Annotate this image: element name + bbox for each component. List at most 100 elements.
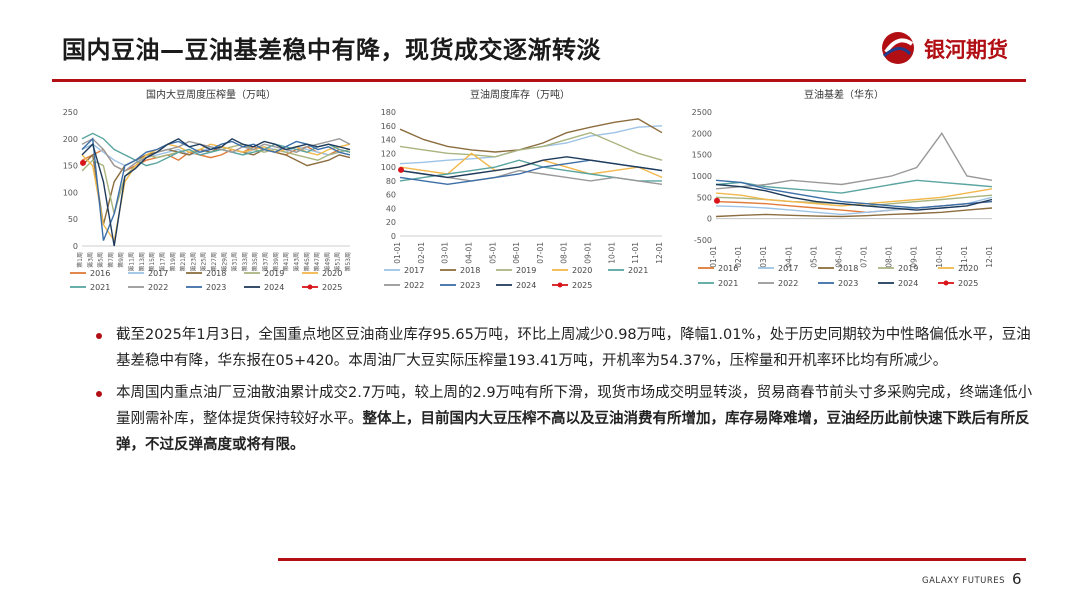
y-tick-label: 80 xyxy=(386,177,396,186)
legend-marker xyxy=(943,280,949,286)
x-tick-label: 04-01 xyxy=(784,246,793,268)
x-tick-label: 10-01 xyxy=(607,242,616,264)
series-line-2023 xyxy=(715,179,993,209)
y-tick-label: 60 xyxy=(386,191,396,200)
chart-title: 豆油基差（华东） xyxy=(804,88,884,101)
legend-label: 2017 xyxy=(148,269,168,278)
x-tick-label: 05-01 xyxy=(488,242,497,264)
x-tick-label: 第33周 xyxy=(241,252,249,272)
commentary: 截至2025年1月3日，全国重点地区豆油商业库存95.65万吨，环比上周减少0.… xyxy=(96,322,1036,464)
x-tick-label: 第5周 xyxy=(97,252,105,268)
series-line-2022 xyxy=(81,137,351,172)
soyoil-basis-chart: 豆油基差（华东） -500 0 500 1000 1500 2000 2500 01-01 02-… xyxy=(692,88,994,288)
x-tick-label: 第27周 xyxy=(210,252,218,272)
x-tick-label: 第43周 xyxy=(292,252,300,272)
x-tick-label: 第51周 xyxy=(334,252,342,272)
x-tick-label: 08-01 xyxy=(885,246,894,268)
bullet-dot xyxy=(96,391,102,397)
series-point-2025 xyxy=(398,166,404,173)
legend-label: 2021 xyxy=(718,279,738,288)
x-tick-label: 第45周 xyxy=(303,252,311,272)
y-tick-label: 1500 xyxy=(692,151,712,160)
x-tick-label: 第47周 xyxy=(313,252,321,272)
y-tick-label: -500 xyxy=(694,236,712,245)
y-tick-label: 120 xyxy=(381,149,396,158)
legend-marker xyxy=(307,284,313,290)
legend-label: 2020 xyxy=(958,264,978,273)
page-number: 6 xyxy=(1012,570,1022,588)
y-tick-label: 150 xyxy=(63,162,78,171)
x-tick-label: 03-01 xyxy=(441,242,450,264)
legend-label: 2021 xyxy=(90,283,110,292)
soybean-crush-chart: 国内大豆周度压榨量（万吨） 0 50 100 150 200 250 第1周 第3周 第5周 第7周… xyxy=(63,88,352,292)
legend-label: 2022 xyxy=(404,281,424,290)
x-tick-label: 01-01 xyxy=(709,246,718,268)
x-tick-label: 03-01 xyxy=(759,246,768,268)
series-line-2018 xyxy=(399,118,663,153)
y-tick-label: 0 xyxy=(73,242,78,251)
series-line-2018 xyxy=(715,207,993,218)
y-tick-label: 2500 xyxy=(692,108,712,117)
x-tick-label: 第15周 xyxy=(148,252,156,272)
y-tick-label: 200 xyxy=(63,135,78,144)
x-tick-label: 第11周 xyxy=(128,252,136,272)
legend-label: 2022 xyxy=(148,283,168,292)
legend-label: 2022 xyxy=(778,279,798,288)
x-tick-label: 第53周 xyxy=(344,252,352,272)
galaxy-futures-logo xyxy=(882,32,914,64)
x-tick-label: 第29周 xyxy=(220,252,228,272)
x-tick-label: 07-01 xyxy=(536,242,545,264)
legend-label: 2019 xyxy=(264,269,284,278)
y-tick-label: 140 xyxy=(381,136,396,145)
x-tick-label: 06-01 xyxy=(834,246,843,268)
legend-label: 2019 xyxy=(898,264,918,273)
legend-label: 2019 xyxy=(516,266,536,275)
x-tick-label: 第19周 xyxy=(169,252,177,272)
legend-label: 2024 xyxy=(898,279,918,288)
y-tick-label: 100 xyxy=(63,188,78,197)
x-tick-label: 02-01 xyxy=(734,246,743,268)
series-line-2019 xyxy=(399,131,663,161)
y-tick-label: 250 xyxy=(63,108,78,117)
x-tick-label: 第1周 xyxy=(76,252,84,268)
series-line-2024 xyxy=(715,183,993,211)
x-tick-label: 09-01 xyxy=(584,242,593,264)
legend-label: 2025 xyxy=(572,281,592,290)
y-tick-label: 160 xyxy=(381,122,396,131)
x-tick-label: 01-01 xyxy=(393,242,402,264)
bullet-bold-text: 整体上，目前国内大豆压榨不高以及豆油消费有所增加，库存易降难增，豆油经历此前快速… xyxy=(116,411,1030,453)
x-tick-label: 04-01 xyxy=(464,242,473,264)
x-tick-label: 第13周 xyxy=(138,252,146,272)
legend-label: 2016 xyxy=(718,264,738,273)
y-tick-label: 1000 xyxy=(692,172,712,181)
series-line-2021 xyxy=(715,179,993,194)
series-line-2021 xyxy=(81,132,351,167)
bullet-dot xyxy=(96,333,102,339)
legend-label: 2023 xyxy=(838,279,858,288)
series-line-2023 xyxy=(81,137,351,241)
legend-label: 2017 xyxy=(404,266,424,275)
x-tick-label: 09-01 xyxy=(910,246,919,268)
legend-label: 2024 xyxy=(264,283,284,292)
legend-label: 2023 xyxy=(460,281,480,290)
x-tick-label: 07-01 xyxy=(860,246,869,268)
bullet-text: 截至2025年1月3日，全国重点地区豆油商业库存95.65万吨，环比上周减少0.… xyxy=(116,327,1031,369)
footer-divider xyxy=(278,558,1026,561)
x-tick-label: 第49周 xyxy=(323,252,331,272)
y-tick-label: 20 xyxy=(386,218,396,227)
x-tick-label: 05-01 xyxy=(809,246,818,268)
x-tick-label: 11-01 xyxy=(960,246,969,268)
x-tick-label: 第23周 xyxy=(189,252,197,272)
y-tick-label: 2000 xyxy=(692,129,712,138)
legend-label: 2024 xyxy=(516,281,536,290)
x-tick-label: 06-01 xyxy=(512,242,521,264)
x-tick-label: 第7周 xyxy=(107,252,115,268)
legend-label: 2021 xyxy=(628,266,648,275)
legend-marker xyxy=(557,282,563,288)
legend-label: 2016 xyxy=(90,269,110,278)
y-tick-label: 100 xyxy=(381,163,396,172)
y-tick-label: 500 xyxy=(697,193,712,202)
x-tick-label: 11-01 xyxy=(631,242,640,264)
x-tick-label: 第35周 xyxy=(251,252,259,272)
y-tick-label: 40 xyxy=(386,204,396,213)
